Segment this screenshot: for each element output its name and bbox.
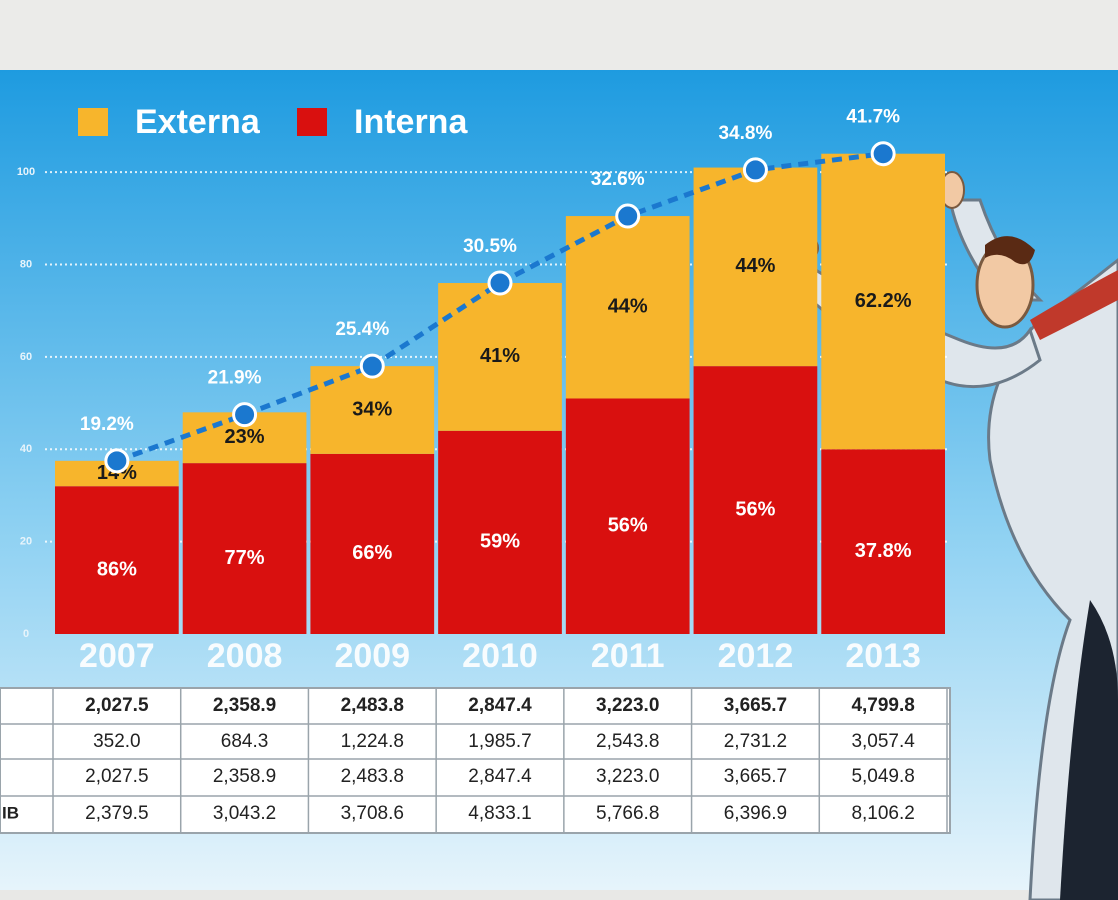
bar-segment — [55, 486, 179, 634]
bar-segment — [821, 449, 945, 634]
table-cell: 2,847.4 — [468, 766, 532, 787]
x-tick-label: 2013 — [845, 637, 921, 675]
table-row-label: IB — [2, 803, 19, 822]
y-tick-label: 60 — [20, 351, 32, 363]
legend-label: Interna — [354, 103, 468, 141]
segment-label: 77% — [225, 547, 265, 569]
segment-label: 23% — [225, 426, 265, 448]
illustration — [781, 171, 1118, 900]
table-cell: 3,708.6 — [341, 803, 404, 824]
line-point — [359, 353, 385, 379]
table-cell: 352.0 — [93, 731, 141, 752]
table-cell: 684.3 — [221, 731, 269, 752]
table-cell: 1,985.7 — [468, 731, 531, 752]
bar-segment — [310, 453, 435, 634]
table: IB 2,027.5 2,358.9 2,483.8 2,847.4 3,223.0 3,6… — [0, 687, 951, 834]
point-label: 21.9% — [208, 368, 262, 389]
table-cell: 3,057.4 — [851, 731, 915, 752]
segment-label: 41% — [480, 345, 520, 367]
x-tick-label: 2008 — [207, 637, 283, 675]
segment-label: 62.2% — [855, 290, 912, 312]
point-label: 19.2% — [80, 414, 134, 435]
table-cell: 3,665.7 — [724, 766, 787, 787]
table-cell: 1,224.8 — [341, 731, 404, 752]
x-tick-label: 2011 — [591, 637, 665, 675]
table-cell: 2,483.8 — [341, 766, 404, 787]
bar-segment — [565, 398, 690, 634]
bar-segment — [821, 153, 945, 450]
legend-label: Externa — [135, 103, 261, 141]
table-cell: 4,799.8 — [851, 695, 914, 716]
y-tick-label: 0 — [23, 628, 29, 640]
bar-segment — [693, 366, 818, 634]
overlay: ExternaInterna86%77%66%59%56%56%37.8%14%… — [78, 103, 921, 675]
bottom-band — [0, 890, 1118, 900]
line-point — [615, 203, 641, 229]
bar-segment — [182, 463, 307, 634]
segment-label: 44% — [735, 255, 775, 277]
x-tick-label: 2009 — [334, 637, 410, 675]
table-cell: 6,396.9 — [724, 803, 787, 824]
table-cell: 3,043.2 — [213, 803, 276, 824]
point-label: 41.7% — [846, 107, 900, 128]
table-cell: 5,766.8 — [596, 803, 659, 824]
table-cell: 2,543.8 — [596, 731, 659, 752]
x-tick-label: 2010 — [462, 637, 538, 675]
segment-label: 44% — [608, 296, 648, 318]
line-point — [232, 402, 258, 428]
y-tick-label: 20 — [20, 536, 32, 548]
y-tick-label: 100 — [17, 166, 35, 178]
segment-label: 59% — [480, 531, 520, 553]
y-tick-label: 80 — [20, 258, 32, 270]
table-cell: 2,027.5 — [85, 695, 149, 716]
point-label: 32.6% — [591, 169, 645, 190]
point-label: 30.5% — [463, 236, 517, 257]
table-cell: 2,731.2 — [724, 731, 787, 752]
table-cell: 2,027.5 — [85, 766, 148, 787]
bar-segment — [693, 167, 818, 367]
top-band — [0, 0, 1118, 70]
bars — [55, 153, 945, 634]
legend-swatch — [78, 108, 108, 136]
segment-label: 56% — [735, 498, 775, 520]
legend-swatch — [297, 108, 327, 136]
bar-segment — [438, 430, 562, 634]
table-cell: 4,833.1 — [468, 803, 531, 824]
table-frame — [0, 687, 951, 834]
table-cell: 8,106.2 — [851, 803, 914, 824]
segment-label: 66% — [352, 542, 392, 564]
point-label: 25.4% — [335, 319, 389, 340]
table-cell: 2,847.4 — [468, 695, 532, 716]
table-cell: 2,379.5 — [85, 803, 148, 824]
line-point — [104, 448, 130, 474]
x-tick-label: 2007 — [79, 637, 155, 675]
x-tick-label: 2012 — [718, 637, 794, 675]
segment-label: 34% — [352, 398, 392, 420]
table-cell: 2,358.9 — [213, 695, 276, 716]
table-cell: 5,049.8 — [851, 766, 914, 787]
line-point — [487, 270, 513, 296]
table-cell: 3,223.0 — [596, 695, 659, 716]
table-cell: 3,665.7 — [724, 695, 787, 716]
segment-label: 56% — [608, 515, 648, 537]
segment-label: 37.8% — [855, 540, 912, 562]
table-cell: 2,483.8 — [341, 695, 404, 716]
line-point — [742, 157, 768, 183]
table-cell: 2,358.9 — [213, 766, 276, 787]
table-cell: 3,223.0 — [596, 766, 659, 787]
point-label: 34.8% — [718, 123, 772, 144]
y-tick-label: 40 — [20, 443, 32, 455]
line-point — [870, 141, 896, 167]
bar-segment — [565, 216, 690, 399]
segment-label: 86% — [97, 558, 137, 580]
